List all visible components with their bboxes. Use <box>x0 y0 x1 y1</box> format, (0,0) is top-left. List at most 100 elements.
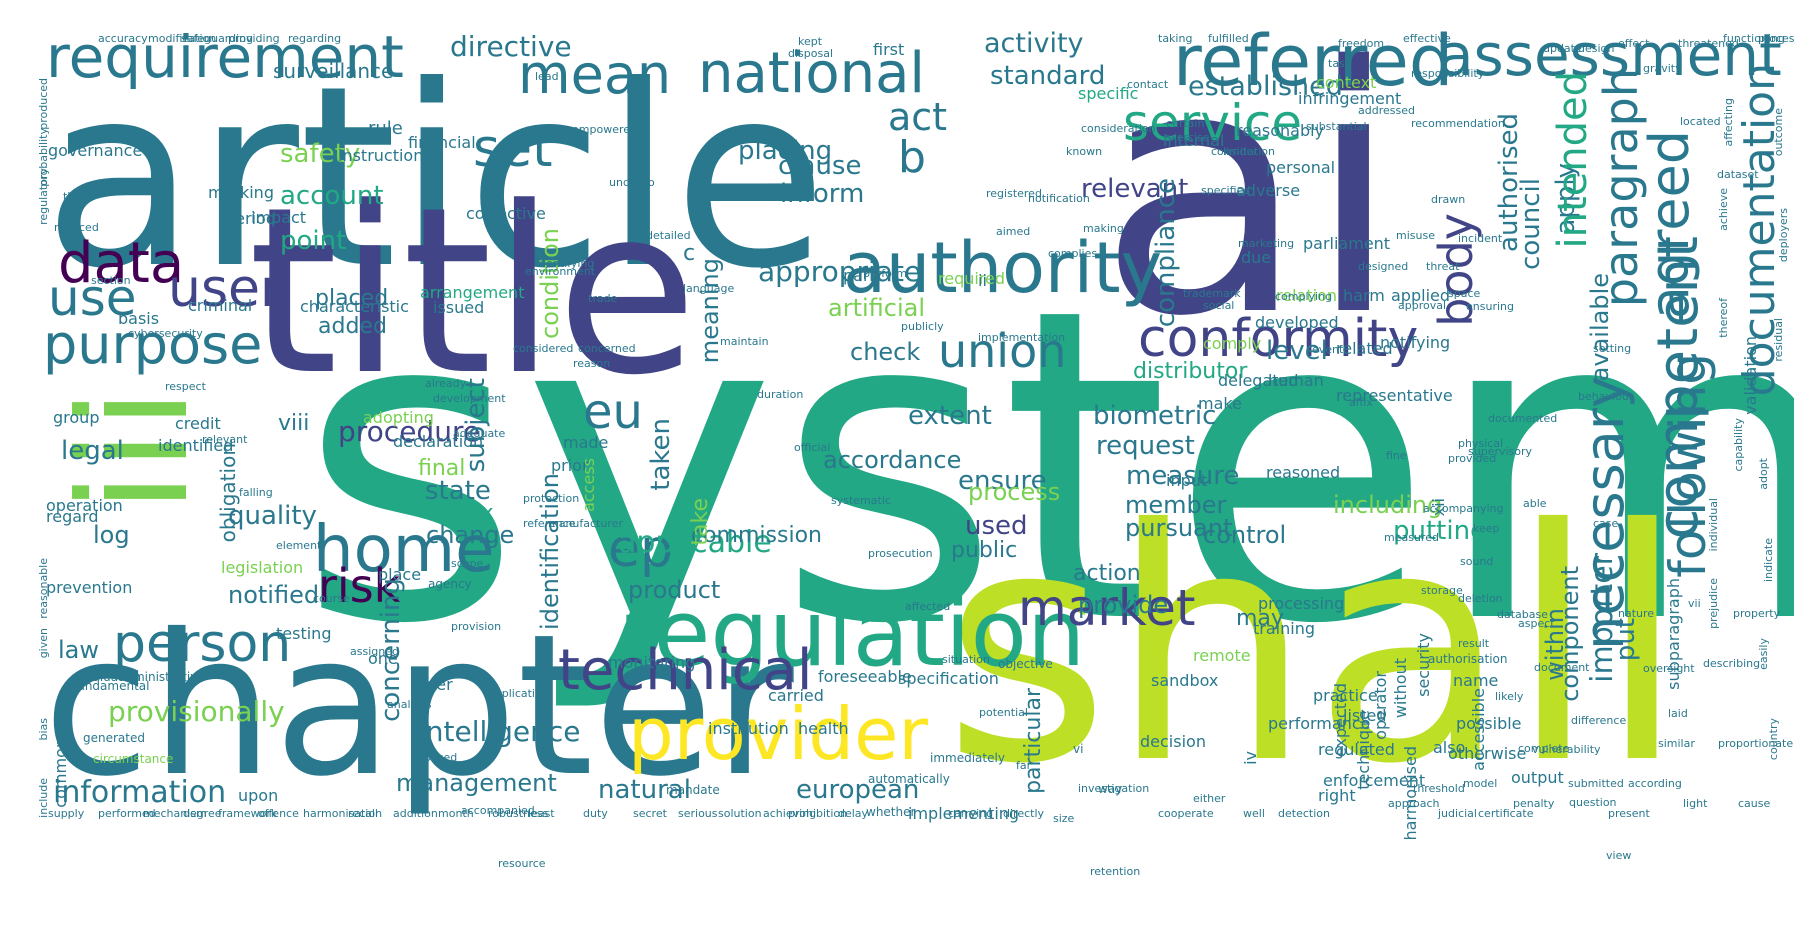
word-regulated: regulated <box>1318 740 1395 759</box>
word-provide: provide <box>1078 591 1169 619</box>
word-c: c <box>683 241 696 266</box>
word-infringement: infringement <box>1298 89 1402 108</box>
word-shall: shall <box>943 462 1687 834</box>
word-prejudice: prejudice <box>1707 578 1720 629</box>
word-taking: taking <box>1158 32 1193 45</box>
word-resource: resource <box>498 857 546 870</box>
word-standard: standard <box>990 61 1106 91</box>
word-regulation: regulation <box>618 580 1086 687</box>
word-service: service <box>1123 94 1303 152</box>
word-approach: approach <box>1388 797 1440 810</box>
word-proportionate: proportionate <box>1718 737 1794 750</box>
word-supply: supply <box>48 807 85 820</box>
word-adequate: adequate <box>453 427 506 440</box>
word-residual: residual <box>1772 318 1785 362</box>
word-addition: addition <box>393 807 438 820</box>
word-storage: storage <box>1421 584 1463 597</box>
word-gravity: gravity <box>1643 62 1682 75</box>
word-keep: keep <box>1473 522 1500 535</box>
word-case: case <box>1593 517 1619 530</box>
word-commission: commission <box>691 523 822 548</box>
word-database: database <box>1497 608 1548 621</box>
word-contact: contact <box>1127 78 1169 91</box>
word-accompanying: accompanying <box>1423 502 1504 515</box>
word-aspect: aspect <box>1518 617 1555 630</box>
word-maintain: maintain <box>720 335 769 348</box>
word-technical: technical <box>558 638 813 703</box>
word-instruction: instruction <box>338 146 424 165</box>
word-parliament: parliament <box>1303 234 1391 253</box>
word-present: present <box>1608 807 1650 820</box>
word-artificial: artificial <box>828 294 926 322</box>
word-human: human <box>1268 371 1324 390</box>
word-provisionally: provisionally <box>108 695 285 728</box>
word-available: available <box>1586 273 1614 382</box>
word-social: social <box>1203 299 1235 312</box>
word-retention: retention <box>1090 865 1141 878</box>
word-biometric: biometric <box>1093 401 1217 431</box>
word-cause: cause <box>1738 797 1771 810</box>
word-documented: documented <box>1488 412 1558 425</box>
word-legislation: legislation <box>221 558 304 577</box>
word-provider: provider <box>628 692 928 776</box>
word-added: added <box>318 314 387 339</box>
word-evaluation: evaluation <box>78 670 142 684</box>
word-fine: fine <box>1386 449 1407 462</box>
word-processed: processed <box>1758 32 1794 45</box>
word-official: official <box>794 441 831 454</box>
word-requirement: requirement <box>46 23 404 91</box>
word-viii: viii <box>278 411 310 436</box>
word-place: place <box>378 565 422 584</box>
word-drawn: drawn <box>1431 193 1466 206</box>
word-take: take <box>688 498 713 546</box>
word-made: made <box>563 433 609 452</box>
word-scope: scope <box>451 557 484 570</box>
word-system: system <box>298 218 1794 718</box>
word-analysis: analysis <box>387 698 432 711</box>
word-well: well <box>1243 807 1265 820</box>
word-potential: potential <box>979 706 1028 719</box>
word-assessment: assessment <box>1438 21 1782 89</box>
word-model: model <box>1463 777 1498 790</box>
word-space: space <box>1448 287 1481 300</box>
word-law: law <box>58 636 100 664</box>
word-adopting: adopting <box>363 408 434 427</box>
word-iv: iv <box>1241 751 1260 765</box>
word-change: change <box>426 521 515 549</box>
word-threatened: threatened <box>1678 37 1739 50</box>
word-adverse: adverse <box>1236 181 1301 200</box>
word-solution: solution <box>718 807 762 820</box>
word-criminal: criminal <box>188 296 253 315</box>
word-serious: serious <box>678 807 718 820</box>
word-context: context <box>1316 73 1377 92</box>
word-carried: carried <box>768 686 824 705</box>
word-making: making <box>1083 222 1124 235</box>
word-relevant: relevant <box>202 433 248 446</box>
word-update: update <box>1543 42 1582 55</box>
word-penalty: penalty <box>1513 797 1555 810</box>
word-product: product <box>628 576 721 604</box>
word-given: given <box>37 628 50 659</box>
word-practice: practice <box>1313 686 1378 705</box>
word-act: act <box>888 95 948 139</box>
word-protection: protection <box>523 492 580 505</box>
word-specified: specified <box>1201 184 1251 197</box>
word-thereof: thereof <box>1717 298 1730 338</box>
word-supervisory: supervisory <box>1468 445 1533 458</box>
word-management: management <box>396 769 557 797</box>
word-ensure: ensure <box>958 466 1047 496</box>
word-operation: operation <box>46 496 123 515</box>
word-event: event <box>1312 343 1344 356</box>
word-similar: similar <box>1658 737 1695 750</box>
word-registered: registered <box>986 187 1042 200</box>
word-specific: specific <box>1078 84 1139 103</box>
word-fundamental: fundamental <box>73 679 150 693</box>
word-natural: natural <box>598 775 691 805</box>
word-extent: extent <box>908 401 992 431</box>
word-authorisation: authorisation <box>1428 652 1508 666</box>
word-result: result <box>1458 637 1490 650</box>
word-modification: modification <box>148 32 217 45</box>
word-legal: legal <box>61 436 124 466</box>
word-input: input <box>1166 471 1208 490</box>
word-design: design <box>1578 42 1615 55</box>
